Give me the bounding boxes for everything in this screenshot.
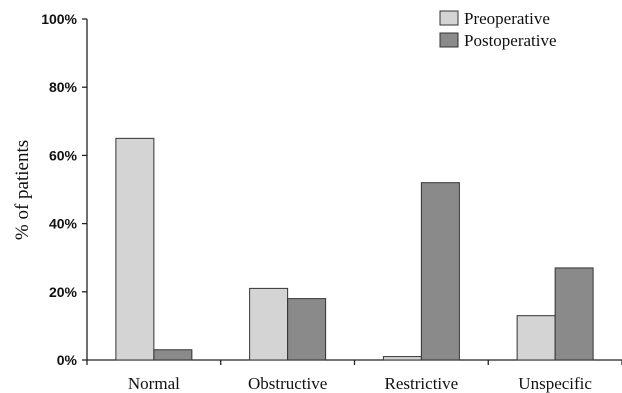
bar-preoperative-restrictive [382, 356, 422, 361]
y-tick-label: 60% [49, 147, 78, 163]
bar-postoperative-normal [153, 349, 193, 361]
bars [115, 137, 594, 361]
bar-preoperative-obstructive [249, 287, 289, 361]
y-axis-title: % of patients [12, 140, 33, 240]
y-tick-label: 100% [41, 11, 77, 27]
bar-postoperative-obstructive [287, 298, 327, 361]
y-tick-label: 20% [49, 284, 78, 300]
legend: Preoperative Postoperative [439, 9, 557, 50]
bar-preoperative-normal [115, 137, 155, 361]
x-tick-label: Restrictive [385, 374, 459, 393]
bar-postoperative-unspecific [554, 267, 594, 361]
legend-label: Postoperative [464, 31, 557, 50]
x-tick-label: Unspecific [518, 374, 592, 393]
x-axis: Normal Obstructive Restrictive Unspecific [86, 359, 622, 393]
y-axis: 0% 20% 40% 60% 80% 100% [41, 11, 88, 368]
bar-preoperative-unspecific [516, 315, 556, 361]
x-tick-label: Obstructive [248, 374, 327, 393]
legend-swatch [439, 10, 459, 26]
legend-swatch [439, 32, 459, 48]
y-tick-label: 80% [49, 79, 78, 95]
x-tick-label: Normal [128, 374, 180, 393]
legend-label: Preoperative [464, 9, 550, 28]
y-tick-label: 0% [57, 352, 78, 368]
bar-postoperative-restrictive [420, 182, 460, 361]
y-tick-label: 40% [49, 216, 78, 232]
